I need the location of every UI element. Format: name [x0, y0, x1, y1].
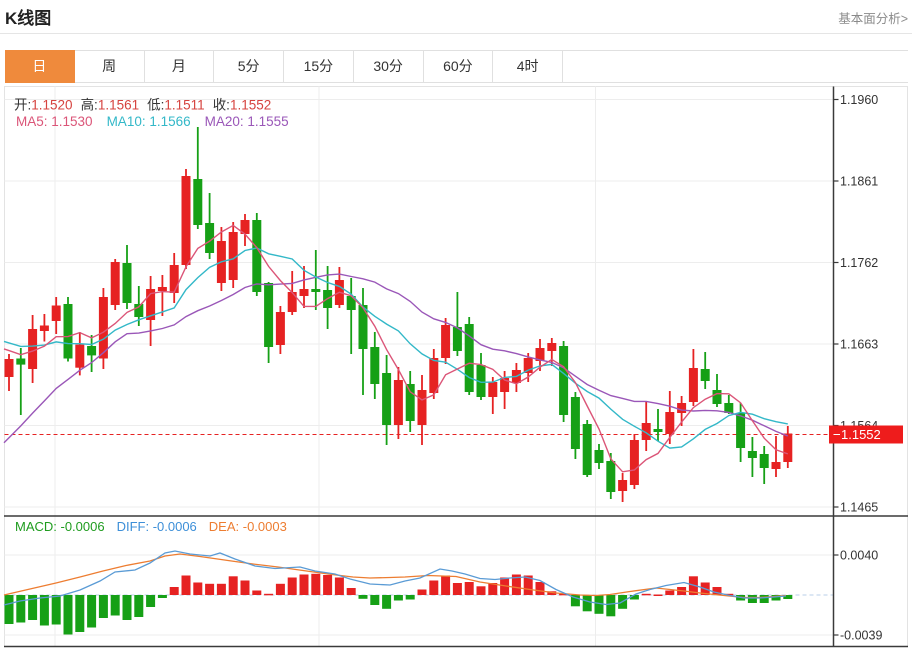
- svg-text:1.1663: 1.1663: [840, 338, 878, 352]
- svg-text:0.0040: 0.0040: [840, 549, 878, 563]
- svg-text:1.1762: 1.1762: [840, 256, 878, 270]
- svg-text:1.1960: 1.1960: [840, 93, 878, 107]
- svg-text:1.1861: 1.1861: [840, 175, 878, 189]
- svg-text:-0.0039: -0.0039: [840, 629, 882, 643]
- svg-text:1.1465: 1.1465: [840, 501, 878, 515]
- svg-text:1.1552: 1.1552: [841, 427, 881, 442]
